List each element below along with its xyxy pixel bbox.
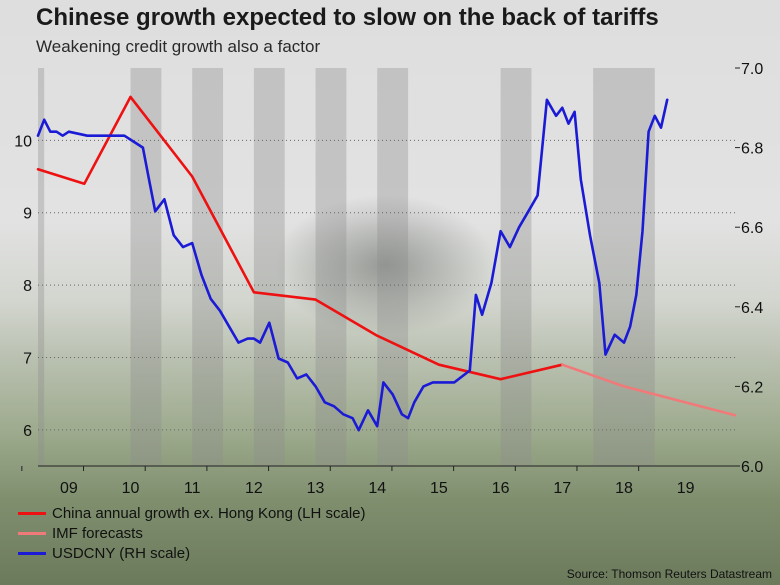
x-tick-label: 15 [430,480,448,497]
y-left-tick-label: 8 [23,278,32,295]
legend-swatch-usdcny [18,552,46,555]
shaded-band [315,68,347,466]
imf-forecast-line [560,363,737,417]
x-tick-label: 17 [553,480,571,497]
source-note: Source: Thomson Reuters Datastream [566,567,772,581]
x-tick-label: 09 [60,480,78,497]
shaded-band [253,68,285,466]
y-right-tick-label: 6.4 [741,300,763,317]
x-tick-label: 11 [184,480,201,497]
y-right-tick-label: 6.6 [741,220,763,237]
legend-label-usdcny: USDCNY (RH scale) [52,545,191,562]
x-tick-label: 10 [122,480,140,497]
legend-imf: IMF forecasts [18,525,143,542]
y-right-tick-label: 7.0 [741,61,763,78]
shaded-band [593,68,655,466]
y-left-tick-label: 7 [23,350,32,367]
y-left-tick-label: 10 [14,133,32,150]
x-tick-label: 18 [615,480,633,497]
y-right-tick-label: 6.2 [741,379,763,396]
usdcny-line [36,98,669,432]
legend-swatch-growth [18,512,46,515]
x-tick-label: 16 [492,480,510,497]
y-right-tick-label: 6.8 [741,141,763,158]
shaded-band [377,68,409,466]
y-left-tick-label: 9 [23,206,32,223]
y-right-tick-label: 6.0 [741,459,763,476]
legend-label-growth: China annual growth ex. Hong Kong (LH sc… [52,505,366,522]
growth-line [36,95,564,381]
legend-swatch-imf [18,532,46,535]
shaded-band [500,68,532,466]
chart-subtitle: Weakening credit growth also a factor [36,37,321,56]
shaded-band [192,68,224,466]
x-tick-label: 19 [677,480,695,497]
y-left-tick-label: 6 [23,423,32,440]
shaded-band [38,68,45,466]
chart-title: Chinese growth expected to slow on the b… [36,4,659,31]
x-tick-label: 13 [307,480,325,497]
shaded-band [130,68,162,466]
x-tick-label: 12 [245,480,263,497]
legend-label-imf: IMF forecasts [52,525,143,542]
legend-growth: China annual growth ex. Hong Kong (LH sc… [18,505,366,522]
x-tick-label: 14 [368,480,386,497]
legend-usdcny: USDCNY (RH scale) [18,545,190,562]
